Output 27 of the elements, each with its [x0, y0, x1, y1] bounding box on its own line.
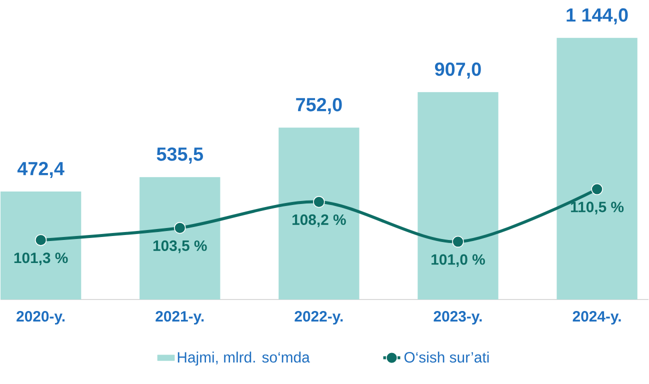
x-tick-label: 2024-y.	[572, 310, 621, 324]
data-label: 535,5	[156, 147, 203, 164]
data-label: 108,2 %	[292, 214, 346, 227]
data-label: 103,5 %	[153, 240, 207, 253]
legend-label: O‘sish sur’ati	[404, 351, 489, 362]
data-label: 752,0	[296, 98, 342, 114]
data-label: 1 144,0	[566, 8, 628, 24]
x-tick-label: 2021-y.	[156, 310, 204, 324]
x-tick-label: 2023-y.	[434, 310, 482, 324]
data-label: 101,3 %	[14, 252, 68, 266]
point	[313, 196, 325, 208]
data-label: 472,4	[17, 162, 64, 178]
data-label: 907,0	[435, 62, 481, 78]
x-tick-label: 2022-y.	[294, 310, 343, 324]
point	[34, 234, 47, 246]
point	[452, 236, 464, 248]
bar	[418, 92, 498, 300]
bar	[140, 176, 220, 300]
bar	[0, 191, 82, 300]
point	[174, 222, 186, 234]
data-label: 110,5 %	[571, 201, 624, 214]
x-tick-label: 2020-y.	[16, 310, 65, 324]
point	[591, 183, 603, 195]
bar	[278, 127, 360, 300]
bar	[556, 38, 638, 300]
data-label: 101,0 %	[432, 254, 485, 267]
legend-label: Hajmi, mlrd. so‘mda	[178, 351, 310, 366]
